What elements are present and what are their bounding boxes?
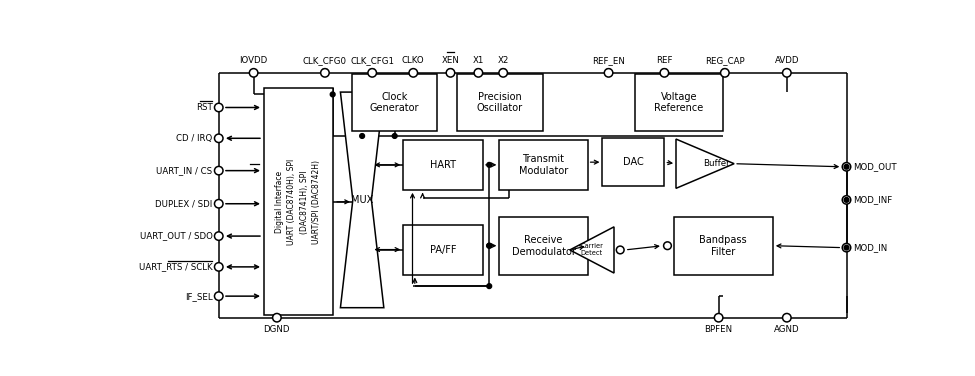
Circle shape	[368, 68, 376, 77]
Text: CLKO: CLKO	[402, 56, 424, 65]
Circle shape	[842, 243, 851, 252]
Text: XEN: XEN	[442, 56, 459, 65]
Text: CLK_CFG0: CLK_CFG0	[303, 56, 347, 65]
Polygon shape	[569, 227, 614, 273]
Text: MOD_IN: MOD_IN	[853, 243, 887, 252]
Text: Clock
Generator: Clock Generator	[370, 92, 419, 113]
Circle shape	[360, 134, 365, 138]
Text: REG_CAP: REG_CAP	[705, 56, 745, 65]
Circle shape	[842, 196, 851, 204]
Text: PA/FF: PA/FF	[430, 244, 456, 255]
Text: MOD_OUT: MOD_OUT	[853, 162, 896, 171]
Circle shape	[664, 242, 672, 250]
Circle shape	[273, 314, 281, 322]
Circle shape	[214, 232, 223, 240]
Circle shape	[331, 92, 335, 97]
Circle shape	[392, 134, 397, 138]
Circle shape	[214, 200, 223, 208]
Circle shape	[499, 68, 507, 77]
Circle shape	[250, 68, 257, 77]
Text: Receive
Demodulator: Receive Demodulator	[512, 235, 575, 256]
Text: Carrier
Detect: Carrier Detect	[580, 243, 604, 256]
Text: Digital Interface
UART (DAC8740H), SPI
(DAC8741H), SPI
UART/SPI (DAC8742H): Digital Interface UART (DAC8740H), SPI (…	[275, 159, 322, 245]
Circle shape	[321, 68, 330, 77]
FancyBboxPatch shape	[499, 217, 588, 274]
FancyBboxPatch shape	[635, 74, 722, 130]
Text: DAC: DAC	[623, 157, 644, 167]
Text: UART_IN / CS: UART_IN / CS	[156, 166, 213, 175]
Text: Bandpass
Filter: Bandpass Filter	[699, 235, 747, 256]
Text: X1: X1	[473, 56, 484, 65]
Text: MUX: MUX	[351, 195, 373, 205]
Text: Precision
Oscillator: Precision Oscillator	[477, 92, 523, 113]
Circle shape	[214, 263, 223, 271]
Circle shape	[474, 68, 483, 77]
Polygon shape	[676, 139, 734, 188]
Text: Buffer: Buffer	[703, 159, 730, 168]
Circle shape	[214, 292, 223, 300]
Circle shape	[783, 68, 791, 77]
Circle shape	[616, 246, 624, 254]
Text: REF_EN: REF_EN	[592, 56, 625, 65]
Circle shape	[214, 134, 223, 143]
Circle shape	[487, 243, 491, 248]
Text: UART_OUT / SDO: UART_OUT / SDO	[139, 232, 213, 241]
FancyBboxPatch shape	[352, 74, 438, 130]
Text: MOD_INF: MOD_INF	[853, 196, 892, 205]
Text: Transmit
Modulator: Transmit Modulator	[519, 154, 568, 176]
Text: IOVDD: IOVDD	[240, 56, 268, 65]
Circle shape	[487, 162, 491, 167]
Text: DUPLEX / SDI: DUPLEX / SDI	[155, 199, 213, 208]
Circle shape	[844, 164, 849, 169]
Circle shape	[715, 314, 722, 322]
Circle shape	[844, 197, 849, 202]
Text: BPFEN: BPFEN	[705, 325, 732, 334]
Polygon shape	[340, 92, 384, 308]
FancyBboxPatch shape	[499, 140, 588, 190]
Text: DGND: DGND	[263, 325, 291, 334]
Circle shape	[844, 245, 849, 250]
Circle shape	[410, 68, 417, 77]
Text: CLK_CFG1: CLK_CFG1	[350, 56, 394, 65]
Text: AVDD: AVDD	[774, 56, 800, 65]
Circle shape	[214, 103, 223, 112]
Text: AGND: AGND	[774, 325, 800, 334]
Circle shape	[660, 68, 669, 77]
FancyBboxPatch shape	[404, 140, 483, 190]
Text: X2: X2	[497, 56, 509, 65]
Circle shape	[783, 314, 791, 322]
Circle shape	[487, 243, 491, 248]
FancyBboxPatch shape	[674, 217, 773, 274]
Text: RST: RST	[196, 103, 213, 112]
Circle shape	[214, 167, 223, 175]
Text: Voltage
Reference: Voltage Reference	[654, 92, 703, 113]
Circle shape	[721, 68, 729, 77]
Text: CD / IRQ: CD / IRQ	[176, 134, 213, 143]
Circle shape	[604, 68, 613, 77]
FancyBboxPatch shape	[263, 88, 332, 315]
Text: REF: REF	[656, 56, 673, 65]
Text: UART_RTS / SCLK: UART_RTS / SCLK	[138, 262, 213, 271]
Circle shape	[447, 68, 454, 77]
Text: IF_SEL: IF_SEL	[185, 292, 213, 301]
Circle shape	[487, 284, 491, 288]
FancyBboxPatch shape	[456, 74, 543, 130]
Circle shape	[842, 162, 851, 171]
FancyBboxPatch shape	[404, 224, 483, 274]
Text: HART: HART	[430, 160, 456, 170]
FancyBboxPatch shape	[603, 138, 664, 186]
